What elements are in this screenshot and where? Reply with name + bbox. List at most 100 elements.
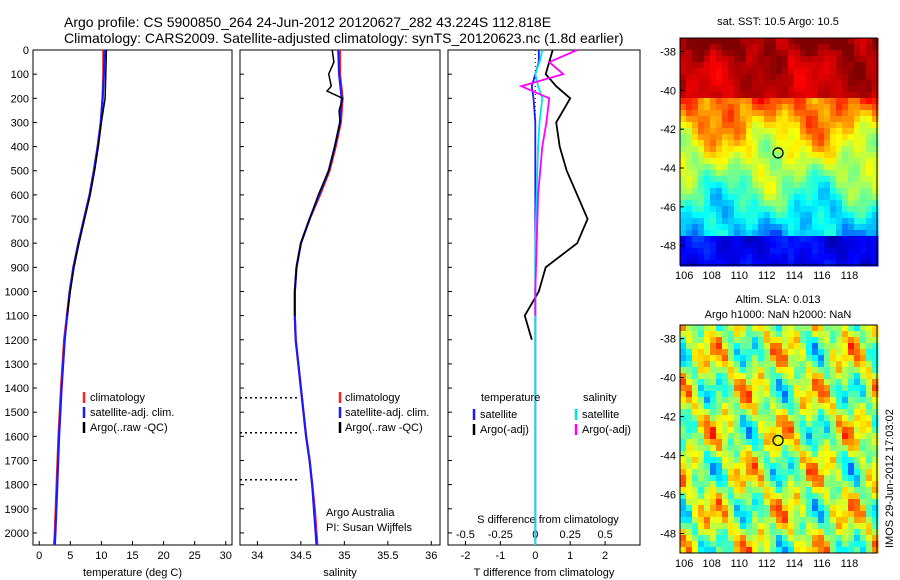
map-cell [782, 427, 789, 434]
map-cell [692, 415, 699, 422]
map-cell [710, 152, 717, 159]
map-cell [854, 128, 861, 135]
map-cell [866, 224, 873, 231]
map-cell [680, 523, 687, 530]
map-cell [794, 194, 801, 201]
map-cell [716, 200, 723, 207]
map-cell [830, 385, 837, 392]
map-cell [716, 188, 723, 195]
map-cell [842, 128, 849, 135]
map-cell [812, 457, 819, 464]
y-tick-label: 1500 [5, 407, 29, 419]
map-cell [758, 487, 765, 494]
map-cell [764, 188, 771, 195]
map-cell [794, 391, 801, 398]
map-cell [788, 433, 795, 440]
map-cell [848, 140, 855, 147]
map-cell [866, 218, 873, 225]
y-tick-label: 1900 [5, 504, 29, 516]
map-cell [716, 38, 723, 45]
map-cell [824, 74, 831, 81]
map-cell [722, 188, 729, 195]
map-cell [758, 152, 765, 159]
map-cell [764, 146, 771, 153]
map-cell [704, 134, 711, 141]
map-cell [872, 116, 879, 123]
map-cell [728, 248, 735, 255]
map-cell [764, 86, 771, 93]
map-cell [740, 505, 747, 512]
map-cell [722, 218, 729, 225]
map-cell [758, 397, 765, 404]
map-cell [776, 116, 783, 123]
map-cell [788, 397, 795, 404]
map-cell [794, 146, 801, 153]
map-cell [872, 218, 879, 225]
map-cell [866, 451, 873, 458]
map-cell [860, 529, 867, 536]
map-cell [764, 367, 771, 374]
map-cell [716, 475, 723, 482]
map-cell [782, 433, 789, 440]
map-cell [860, 242, 867, 249]
map-cell [758, 164, 765, 171]
map-cell [764, 236, 771, 243]
map-cell [746, 457, 753, 464]
map-cell [836, 541, 843, 548]
map-cell [692, 44, 699, 51]
map-cell [770, 463, 777, 470]
map-cell [836, 248, 843, 255]
map-cell [866, 337, 873, 344]
map-cell [842, 158, 849, 165]
map-cell [872, 463, 879, 470]
map-cell [788, 194, 795, 201]
map-cell [854, 224, 861, 231]
map-cell [746, 487, 753, 494]
map-cell [716, 457, 723, 464]
map-cell [770, 62, 777, 69]
map-cell [842, 206, 849, 213]
map-cell [686, 337, 693, 344]
map-cell [710, 505, 717, 512]
map-cell [764, 80, 771, 87]
map-cell [680, 505, 687, 512]
map-cell [860, 511, 867, 518]
map-cell [680, 463, 687, 470]
map-cell [800, 529, 807, 536]
map-cell [818, 218, 825, 225]
map-cell [854, 427, 861, 434]
map-cell [830, 170, 837, 177]
map-cell [764, 110, 771, 117]
map-cell [710, 242, 717, 249]
map-cell [776, 403, 783, 410]
map-cell [746, 86, 753, 93]
map-cell [740, 182, 747, 189]
map-cell [842, 421, 849, 428]
map-cell [734, 451, 741, 458]
map-cell [758, 44, 765, 51]
map-cell [698, 427, 705, 434]
map-cell [686, 188, 693, 195]
map-cell [860, 547, 867, 554]
map-cell [806, 62, 813, 69]
map-cell [746, 379, 753, 386]
map-cell [872, 158, 879, 165]
map-cell [806, 355, 813, 362]
map-cell [680, 421, 687, 428]
sla-map-grid [680, 325, 879, 554]
map-cell [842, 74, 849, 81]
map-cell [710, 104, 717, 111]
map-cell [692, 505, 699, 512]
map-cell [692, 547, 699, 554]
map-cell [728, 62, 735, 69]
x-axis-label: T difference from climatology [474, 567, 615, 579]
map-cell [848, 427, 855, 434]
map-cell [788, 164, 795, 171]
map-cell [794, 218, 801, 225]
map-cell [830, 355, 837, 362]
map-cell [872, 164, 879, 171]
map-cell [788, 499, 795, 506]
map-cell [680, 415, 687, 422]
map-cell [692, 517, 699, 524]
map-cell [824, 445, 831, 452]
